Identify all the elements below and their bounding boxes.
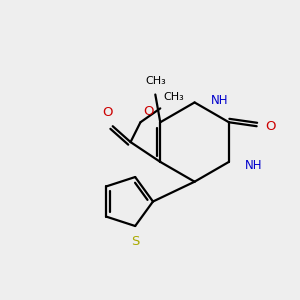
Text: O: O [103,106,113,119]
Text: NH: NH [210,94,228,107]
Text: O: O [143,105,154,118]
Text: CH₃: CH₃ [163,92,184,102]
Text: S: S [131,235,140,248]
Text: CH₃: CH₃ [145,76,166,85]
Text: NH: NH [245,159,262,172]
Text: O: O [266,120,276,133]
